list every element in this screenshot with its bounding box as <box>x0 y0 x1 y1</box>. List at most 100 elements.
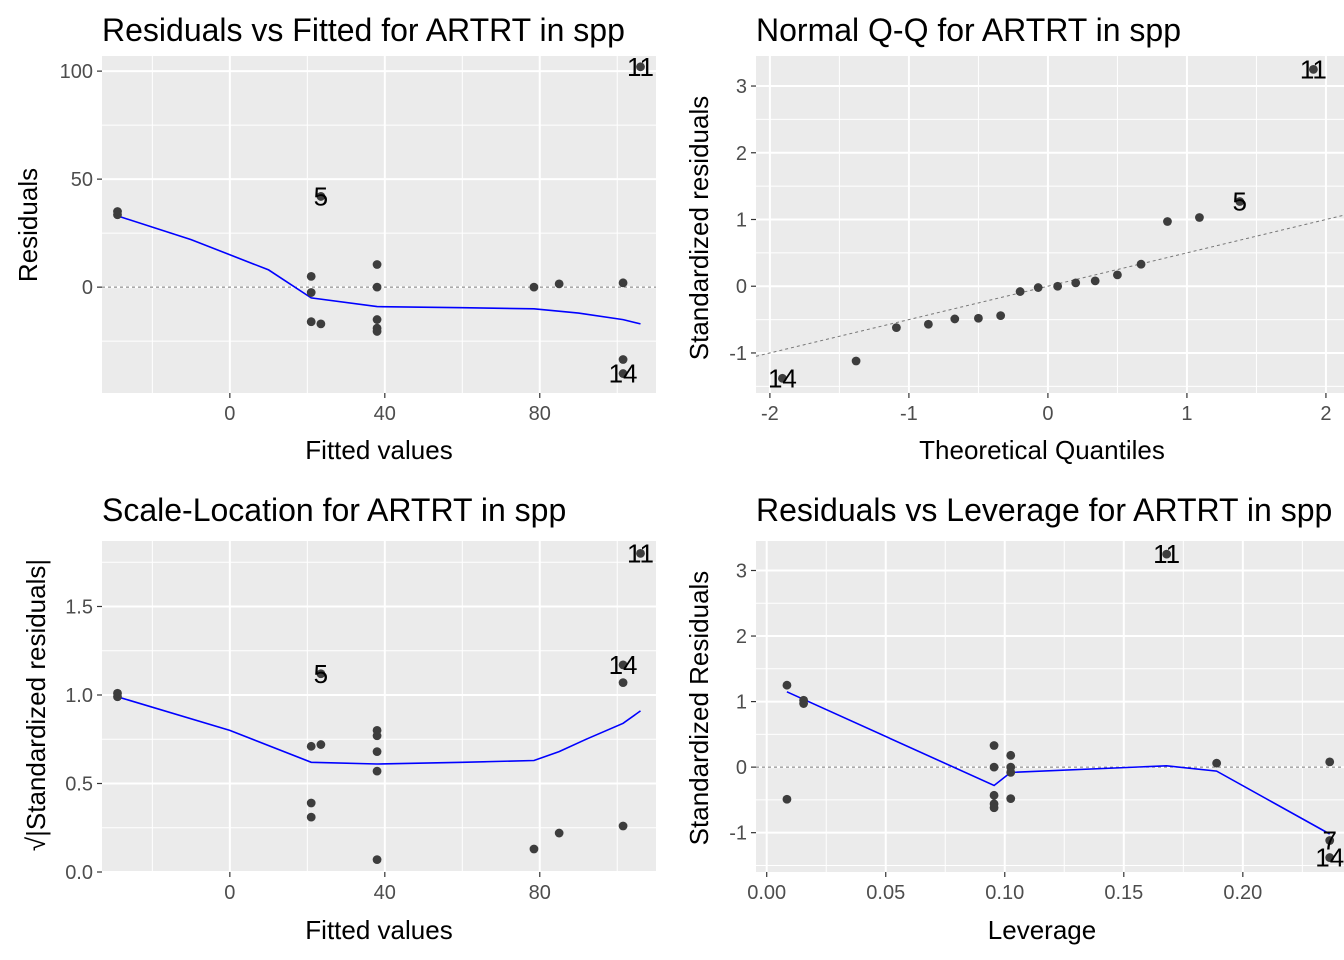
panel-title: Residuals vs Leverage for ARTRT in spp <box>756 492 1332 528</box>
y-tick-label: -1 <box>729 823 747 845</box>
data-point <box>989 741 999 750</box>
data-point <box>923 319 933 329</box>
y-axis-label: Standardized Residuals <box>684 571 714 846</box>
x-tick-label: 2 <box>1320 403 1331 425</box>
data-point <box>372 315 382 324</box>
y-tick-label: 50 <box>71 169 93 191</box>
y-axis-ticks: -1 0 1 2 3 <box>729 560 756 845</box>
x-tick-label: 0 <box>224 882 235 904</box>
x-tick-label: -1 <box>900 403 918 425</box>
point-label: 11 <box>1300 54 1327 84</box>
data-point <box>974 313 983 323</box>
data-point <box>782 680 792 690</box>
data-point <box>1071 278 1081 288</box>
data-point <box>306 317 316 327</box>
data-point <box>618 660 628 670</box>
x-tick-label: -2 <box>761 403 779 425</box>
plot-background <box>102 56 656 393</box>
data-point <box>1033 283 1043 292</box>
data-point <box>113 207 122 216</box>
qq-reference-line <box>755 214 1344 357</box>
point-labels: 11 5 14 <box>314 52 654 389</box>
data-point <box>372 260 382 269</box>
smooth-line <box>117 215 641 325</box>
y-tick-label: -1 <box>729 343 747 365</box>
data-point <box>529 282 539 292</box>
data-point <box>618 678 628 688</box>
x-tick-label: 0.00 <box>747 882 786 904</box>
x-axis-ticks: 0 40 80 <box>224 393 551 425</box>
data-point <box>1163 217 1172 226</box>
data-point <box>989 790 999 800</box>
data-point <box>996 311 1006 320</box>
data-point <box>316 669 326 679</box>
point-label: 5 <box>1233 186 1247 216</box>
point-label: 14 <box>768 363 797 393</box>
data-point <box>1006 750 1016 760</box>
data-point <box>1309 64 1318 74</box>
smooth-curve <box>786 691 1331 835</box>
data-point <box>372 327 382 336</box>
data-point <box>113 688 122 698</box>
point-label: 5 <box>314 659 328 689</box>
data-point <box>636 62 645 72</box>
data-point <box>1015 287 1025 296</box>
data-point <box>372 731 382 741</box>
x-tick-label: 40 <box>374 882 396 904</box>
data-point <box>618 278 628 288</box>
point-label: 14 <box>609 359 638 389</box>
panel-title: Normal Q-Q for ARTRT in spp <box>756 12 1181 48</box>
data-point <box>306 812 316 822</box>
y-tick-label: 100 <box>60 61 93 83</box>
data-point <box>1325 853 1335 862</box>
data-point <box>1162 549 1172 559</box>
data-point <box>1212 758 1222 768</box>
y-axis-label: √|Standardized residuals| <box>21 559 51 851</box>
point-labels: 11 5 14 <box>768 54 1327 393</box>
smooth-curve <box>117 696 641 765</box>
data-points <box>778 64 1318 383</box>
data-point <box>989 803 999 813</box>
x-tick-label: 1 <box>1181 403 1192 425</box>
data-point <box>1325 836 1335 845</box>
point-label: 14 <box>609 650 638 680</box>
y-tick-label: 2 <box>736 143 747 165</box>
point-label: 5 <box>314 181 328 211</box>
data-point <box>372 855 382 865</box>
x-tick-label: 0.15 <box>1104 882 1143 904</box>
data-point <box>306 798 316 808</box>
residuals-vs-fitted-panel: Residuals vs Fitted for ARTRT in spp 11 5… <box>13 12 656 465</box>
x-tick-label: 80 <box>529 403 551 425</box>
smooth-curve <box>117 215 641 325</box>
y-tick-label: 3 <box>736 76 747 98</box>
data-point <box>891 323 901 333</box>
y-tick-label: 1.5 <box>65 596 93 618</box>
grid-lines <box>102 541 656 873</box>
y-axis-label: Standardized residuals <box>684 96 714 361</box>
data-point <box>950 314 960 324</box>
data-point <box>554 828 564 838</box>
data-point <box>1006 794 1016 803</box>
y-tick-label: 0.0 <box>65 862 93 884</box>
y-axis-label: Residuals <box>13 168 43 282</box>
y-tick-label: 0 <box>736 276 747 298</box>
point-labels: 11 714 <box>1153 539 1344 872</box>
data-point <box>851 356 861 366</box>
grid-lines <box>756 56 1344 393</box>
y-tick-label: 1 <box>736 692 747 714</box>
y-tick-label: 2 <box>736 626 747 648</box>
data-point <box>316 192 326 201</box>
y-tick-label: 0 <box>82 277 93 299</box>
data-point <box>316 740 326 749</box>
x-tick-label: 80 <box>529 882 551 904</box>
scale-location-panel: Scale-Location for ARTRT in spp 11 14 5 0 4… <box>21 492 656 945</box>
residuals-vs-leverage-panel: Residuals vs Leverage for ARTRT in spp 1… <box>684 492 1344 945</box>
x-axis-label: Leverage <box>988 915 1096 945</box>
point-label: 7 <box>1322 826 1336 856</box>
data-point <box>372 747 382 757</box>
data-point <box>306 271 316 281</box>
reference-line <box>755 214 1344 357</box>
x-axis-label: Fitted values <box>305 915 452 945</box>
